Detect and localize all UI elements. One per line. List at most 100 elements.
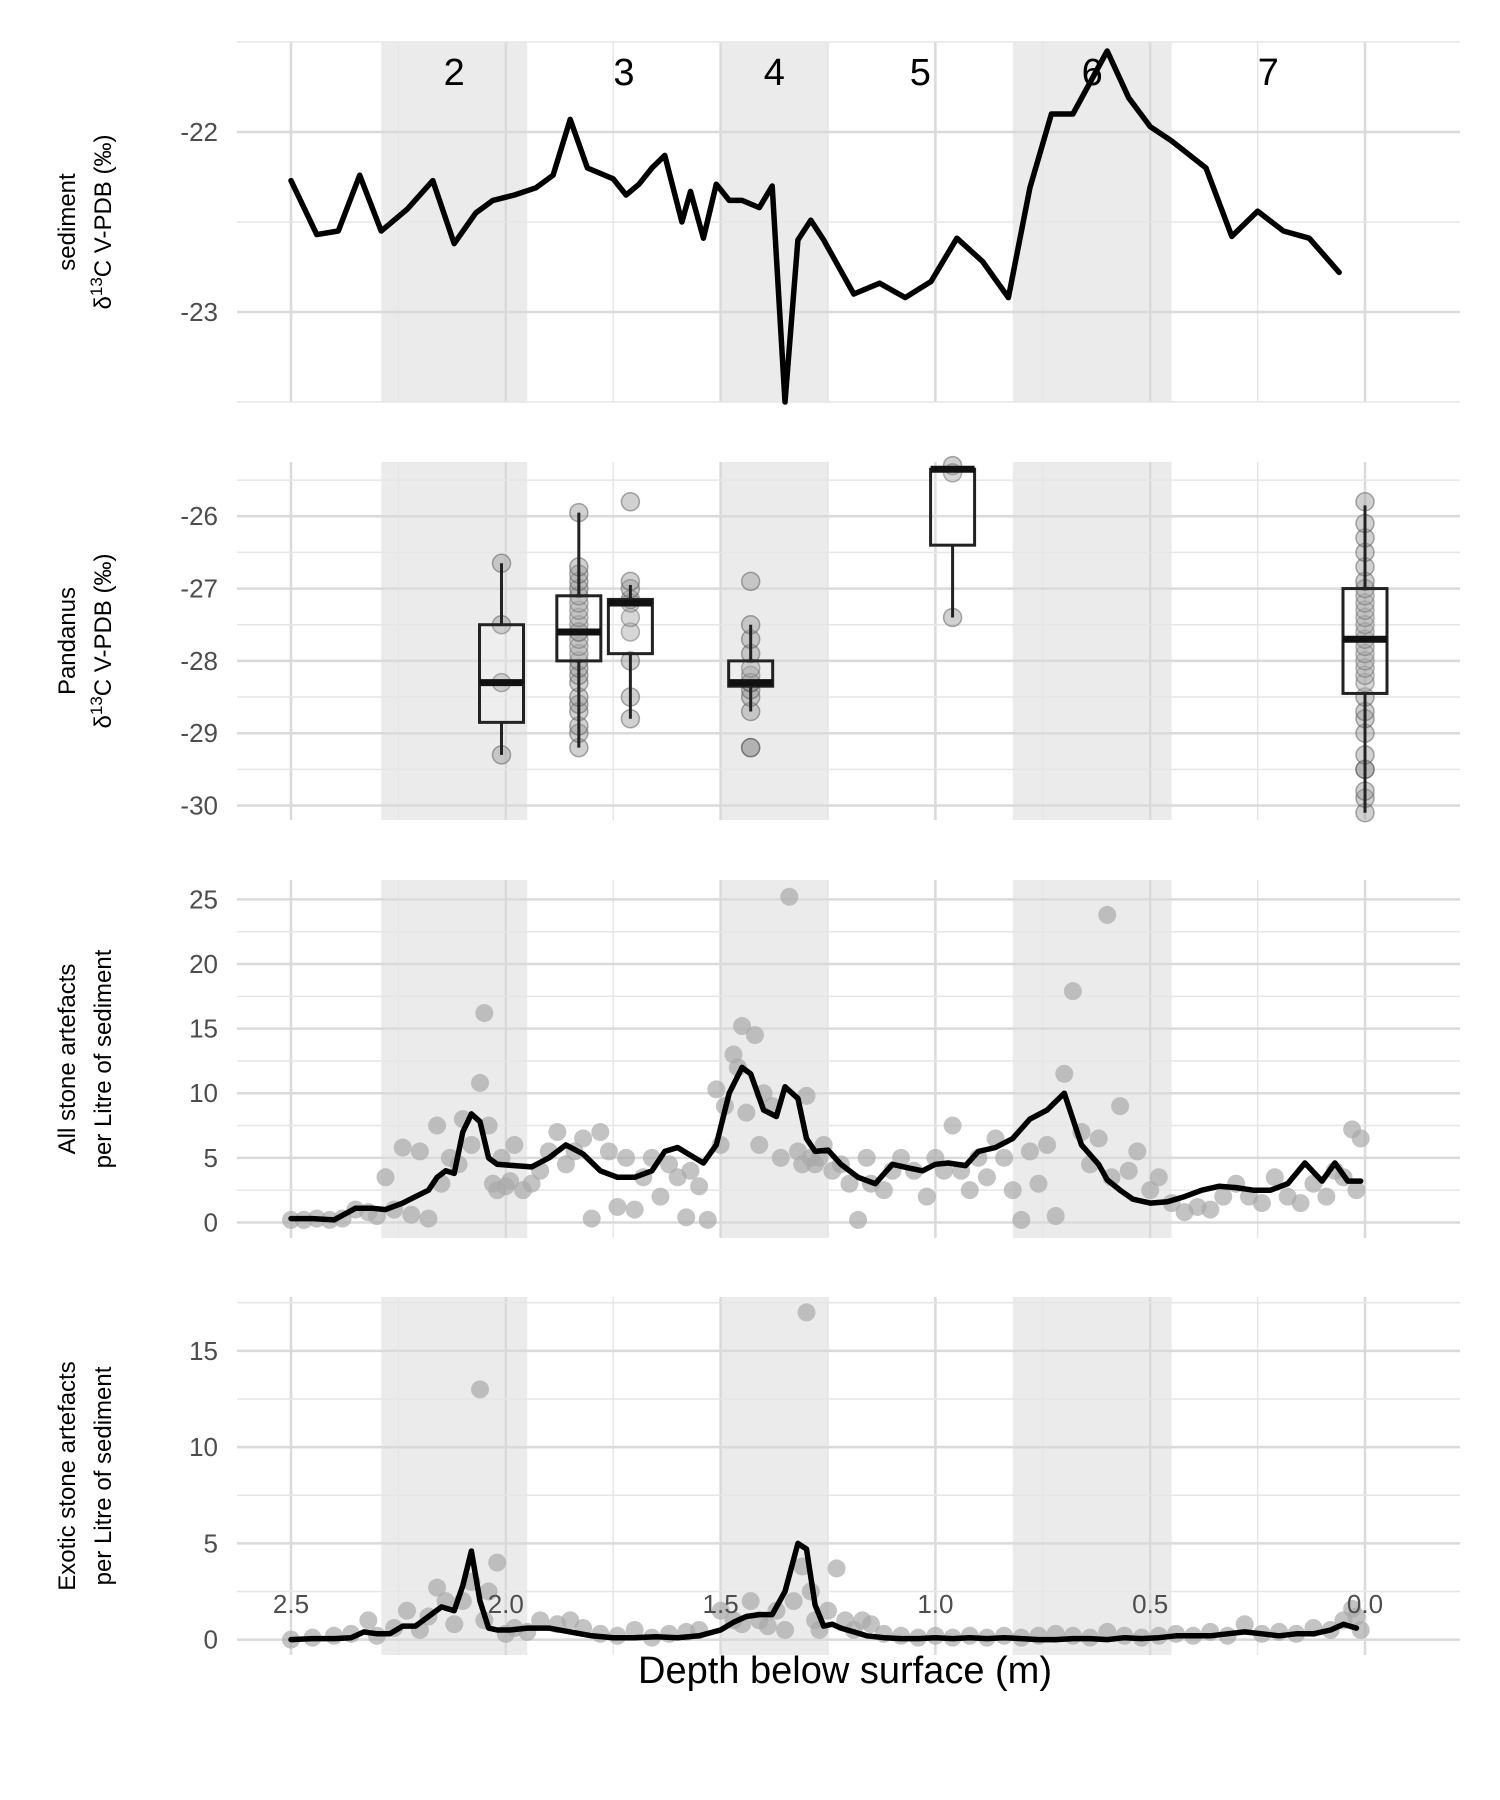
y-tick-label: 15	[189, 1336, 218, 1366]
data-point	[711, 1601, 730, 1620]
x-axis-title: Depth below surface (m)	[638, 1650, 1052, 1692]
box-iqr	[606, 597, 654, 656]
data-point	[1355, 607, 1375, 628]
boxplot-6	[1341, 492, 1389, 823]
y-tick-label: -27	[180, 574, 218, 604]
zone-band-2	[381, 462, 528, 820]
data-point	[428, 1116, 447, 1135]
data-point	[1063, 1626, 1082, 1645]
data-point	[797, 1086, 816, 1105]
data-point	[1055, 1064, 1074, 1083]
scatter-points	[282, 887, 1370, 1229]
data-point	[1265, 1168, 1284, 1187]
y-tick-label: 0	[204, 1625, 218, 1655]
data-point	[1351, 1129, 1370, 1148]
data-point	[651, 1187, 670, 1206]
y-axis-title: sedimentδ13C V-PDB (‰)	[54, 135, 117, 310]
data-point	[1235, 1615, 1254, 1634]
data-point	[827, 1559, 846, 1578]
data-point	[861, 1615, 880, 1634]
data-point	[625, 1200, 644, 1219]
data-point	[740, 737, 761, 758]
data-point	[599, 1142, 618, 1161]
panel-2: -26 -27 -28 -29 -30 Pandanusδ13C V-PDB (‰)	[54, 455, 1460, 823]
data-point	[617, 1148, 636, 1167]
data-point	[1317, 1187, 1336, 1206]
data-point	[1089, 1129, 1108, 1148]
data-point	[977, 1168, 996, 1187]
x-tick-label: 0.0	[1347, 1589, 1383, 1619]
panel-3: 25 20 15 10 5 0 All stone artefacts per Litre o…	[54, 880, 1460, 1238]
data-point	[1355, 651, 1375, 671]
zone-label-6: 6	[1082, 52, 1103, 94]
data-point	[402, 1205, 421, 1224]
zone-band-6	[1012, 1297, 1172, 1655]
data-point	[892, 1148, 911, 1167]
data-point	[960, 1181, 979, 1200]
zone-label-2: 2	[444, 52, 465, 94]
y-axis-title-line: Pandanus	[54, 587, 81, 695]
panel-4: 15 10 5 0 Exotic stone artefacts per Litre of…	[54, 1297, 1460, 1655]
data-point	[1141, 1181, 1160, 1200]
y-axis-title-line: δ13C V-PDB (‰)	[87, 135, 117, 310]
y-tick-label: -30	[180, 791, 218, 821]
data-point	[1029, 1174, 1048, 1193]
data-point	[419, 1209, 438, 1228]
data-point	[625, 1620, 644, 1639]
data-point	[397, 1601, 416, 1620]
data-point	[1355, 614, 1375, 635]
data-point	[840, 1174, 859, 1193]
data-point	[943, 1116, 962, 1135]
x-tick-label: 2.0	[488, 1589, 524, 1619]
x-tick-label: 2.5	[273, 1589, 309, 1619]
data-point	[660, 1155, 679, 1174]
y-tick-label: 20	[189, 949, 218, 979]
shared-x-axis: 2.5 2.0 1.5 1.0 0.5 0.0	[273, 1589, 1383, 1619]
x-tick-label: 1.5	[703, 1589, 739, 1619]
data-point	[1038, 1135, 1057, 1154]
y-axis-title-line: per Litre of sediment	[90, 949, 117, 1168]
x-tick-label: 1.0	[917, 1589, 953, 1619]
series-line	[288, 1064, 1364, 1223]
data-point	[1201, 1200, 1220, 1219]
boxplot-1	[478, 553, 526, 765]
y-tick-label: 10	[189, 1432, 218, 1462]
series-line	[288, 1540, 1360, 1643]
data-point	[569, 636, 589, 657]
y-axis-title: Pandanusδ13C V-PDB (‰)	[54, 554, 117, 729]
data-point	[1355, 658, 1375, 678]
data-point	[849, 1210, 868, 1229]
boxplot-4	[727, 571, 775, 758]
data-point	[1098, 905, 1117, 924]
data-point	[737, 1103, 756, 1122]
data-point	[681, 1161, 700, 1180]
data-point	[698, 1210, 717, 1229]
data-point	[522, 1174, 541, 1193]
data-point	[620, 622, 641, 642]
data-point	[857, 1148, 876, 1167]
data-point	[574, 1129, 593, 1148]
data-point	[1291, 1194, 1310, 1213]
data-point	[569, 600, 589, 621]
data-point	[471, 1073, 490, 1092]
x-tick-label: 0.5	[1132, 1589, 1168, 1619]
data-point	[750, 1135, 769, 1154]
data-point	[620, 492, 641, 512]
data-point	[758, 1617, 777, 1636]
data-point	[1355, 643, 1375, 664]
data-point	[488, 1553, 507, 1572]
data-point	[797, 1303, 816, 1322]
data-point	[1252, 1194, 1271, 1213]
data-point	[1119, 1161, 1138, 1180]
data-point	[733, 1017, 752, 1036]
data-point	[1003, 1181, 1022, 1200]
data-point	[410, 1142, 429, 1161]
data-point	[1355, 600, 1375, 621]
data-point	[1149, 1168, 1168, 1187]
data-point	[608, 1197, 627, 1216]
zone-band-6	[1012, 462, 1172, 820]
data-point	[874, 1181, 893, 1200]
data-point	[995, 1148, 1014, 1167]
data-point	[1111, 1097, 1130, 1116]
y-tick-label: 10	[189, 1078, 218, 1108]
